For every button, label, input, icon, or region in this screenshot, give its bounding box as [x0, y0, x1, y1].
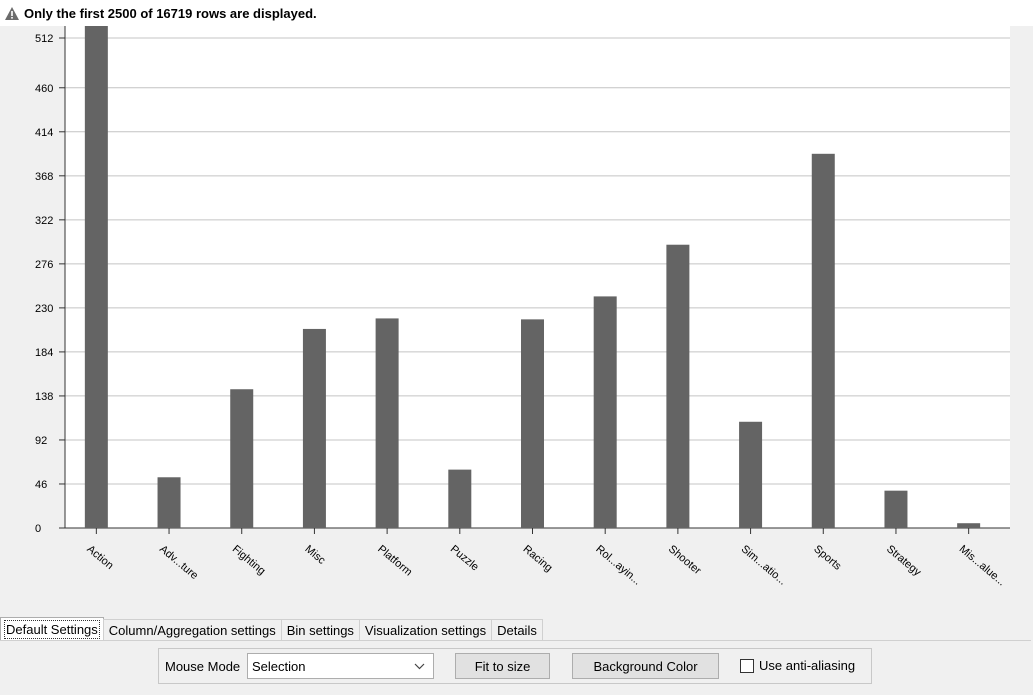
x-tick-label: Strategy [884, 543, 923, 579]
y-tick-label: 368 [35, 171, 53, 183]
x-tick-label: Racing [521, 543, 555, 574]
warning-text: Only the first 2500 of 16719 rows are di… [24, 5, 317, 21]
x-tick-label: Fighting [230, 543, 268, 577]
bar [302, 328, 326, 528]
tab-bin-settings[interactable]: Bin settings [280, 619, 360, 641]
bar [593, 296, 617, 528]
bar [957, 523, 981, 528]
chevron-down-icon [414, 663, 425, 670]
fit-to-size-label: Fit to size [474, 658, 531, 674]
y-tick-label: 414 [35, 127, 53, 139]
tab-details[interactable]: Details [491, 619, 543, 641]
anti-aliasing-checkbox[interactable] [740, 658, 754, 673]
warning-bar: Only the first 2500 of 16719 rows are di… [0, 0, 1033, 26]
x-tick-label: Sim...atio... [739, 543, 789, 588]
bar [230, 389, 254, 528]
y-tick-label: 276 [35, 259, 53, 271]
x-tick-label: Action [84, 543, 115, 572]
tab-label: Details [497, 623, 537, 638]
x-tick-label: Platform [375, 543, 414, 579]
y-tick-label: 460 [35, 83, 53, 95]
anti-aliasing-label: Use anti-aliasing [759, 658, 856, 673]
background-color-button[interactable]: Background Color [572, 653, 719, 679]
x-tick-label: Adv...ture [157, 543, 200, 582]
mouse-mode-label: Mouse Mode [165, 659, 241, 674]
warning-icon [5, 6, 19, 20]
x-tick-label: Misc [302, 543, 327, 567]
y-tick-label: 46 [35, 479, 47, 491]
bar [448, 469, 472, 528]
tab-label: Visualization settings [364, 623, 487, 638]
x-tick-label: Puzzle [448, 543, 481, 573]
chart-area[interactable]: 0 46 92 138 184 230 276 322 368 414 460 512 Action Ad… [0, 26, 1033, 612]
tab-column-aggregation-settings[interactable]: Column/Aggregation settings [102, 619, 282, 641]
y-tick-label: 230 [35, 303, 53, 315]
bar [884, 490, 908, 528]
y-tick-label: 138 [35, 391, 53, 403]
bar [375, 318, 399, 528]
tab-label: Default Settings [4, 620, 100, 639]
tab-label: Column/Aggregation settings [108, 623, 276, 638]
bar [84, 26, 108, 528]
tab-visualization-settings[interactable]: Visualization settings [358, 619, 493, 641]
controls-group: Mouse Mode Selection Fit to size Backgro… [158, 648, 872, 684]
bar [521, 319, 544, 528]
x-tick-label: Rol...ayin... [593, 543, 643, 588]
x-tick-label: Mis...alue... [957, 543, 1008, 588]
y-tick-label: 0 [35, 523, 41, 535]
bar-chart[interactable]: 0 46 92 138 184 230 276 322 368 414 460 512 Action Ad… [0, 26, 1033, 612]
bar [157, 477, 181, 528]
anti-aliasing-option[interactable]: Use anti-aliasing [740, 658, 855, 673]
fit-to-size-button[interactable]: Fit to size [455, 653, 550, 679]
bar [666, 244, 690, 528]
x-tick-label: Shooter [666, 543, 703, 577]
y-tick-label: 322 [35, 215, 53, 227]
tab-label: Bin settings [286, 623, 354, 638]
y-tick-label: 512 [35, 33, 53, 45]
settings-tabs: Default Settings Column/Aggregation sett… [0, 617, 1033, 641]
bar [811, 153, 835, 528]
tab-default-settings[interactable]: Default Settings [0, 617, 104, 641]
mouse-mode-select[interactable]: Selection [247, 653, 434, 679]
y-tick-label: 92 [35, 435, 47, 447]
x-tick-label: Sports [811, 543, 843, 573]
y-tick-label: 184 [35, 347, 53, 359]
mouse-mode-value: Selection [252, 658, 306, 674]
bar [739, 421, 763, 528]
background-color-label: Background Color [593, 658, 698, 674]
